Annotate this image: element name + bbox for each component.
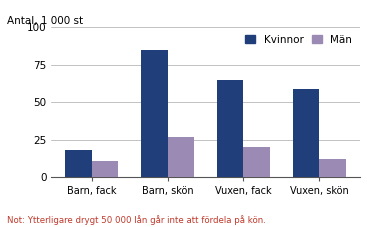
Legend: Kvinnor, Män: Kvinnor, Män — [243, 32, 355, 47]
Bar — [217, 80, 243, 177]
Text: Not: Ytterligare drygt 50 000 lån går inte att fördela på kön.: Not: Ytterligare drygt 50 000 lån går in… — [7, 215, 266, 225]
Text: Antal, 1 000 st: Antal, 1 000 st — [7, 16, 83, 26]
Bar — [319, 159, 346, 177]
Bar — [243, 147, 270, 177]
Bar — [141, 50, 168, 177]
Bar — [65, 150, 92, 177]
Bar — [292, 89, 319, 177]
Bar — [92, 160, 119, 177]
Bar — [168, 137, 194, 177]
